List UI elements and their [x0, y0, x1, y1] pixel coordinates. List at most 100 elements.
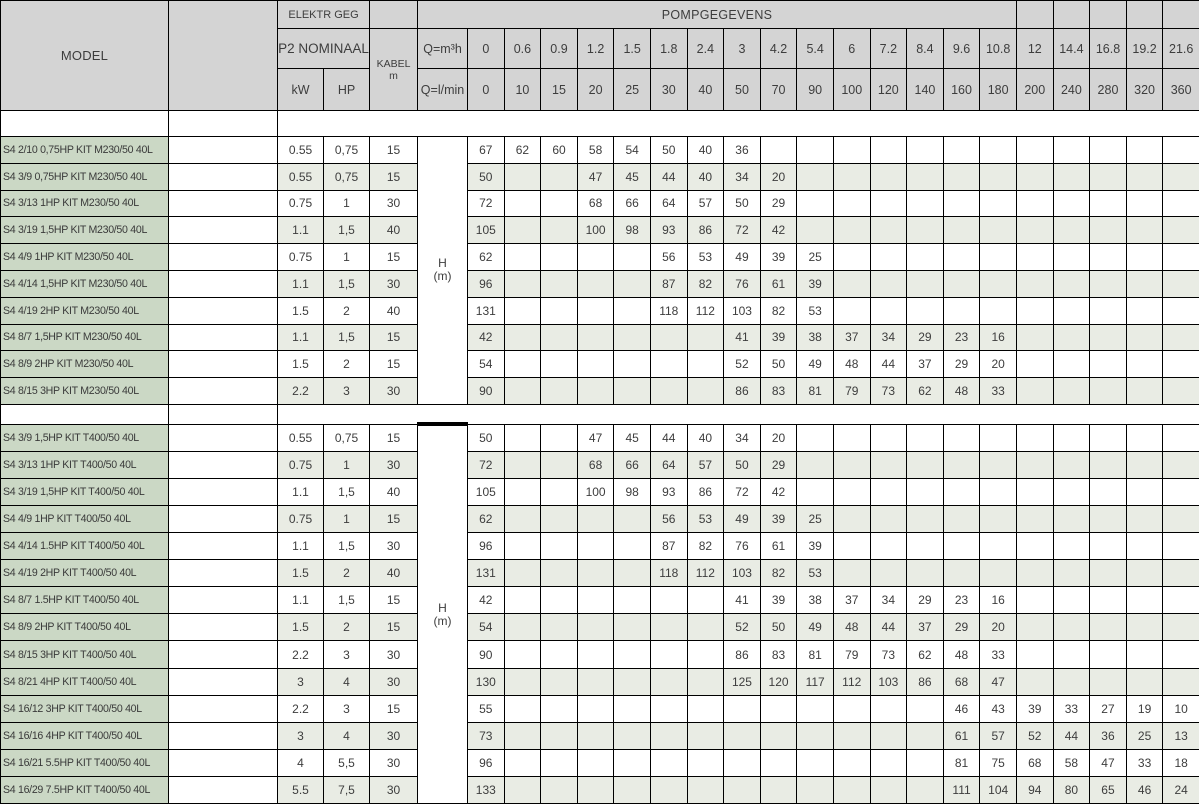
q-value-cell	[577, 641, 614, 668]
model-cell: S4 4/14 1,5HP KIT M230/50 40L	[1, 270, 169, 297]
q-value-cell: 81	[797, 641, 834, 668]
q-value-cell	[1053, 424, 1090, 451]
q-value-cell	[541, 378, 578, 405]
q-value-cell: 68	[577, 452, 614, 479]
q-value-cell	[504, 297, 541, 324]
q-value-cell	[833, 297, 870, 324]
q-value-cell: 39	[1017, 695, 1054, 722]
q-value-cell: 29	[943, 351, 980, 378]
q-value-cell	[870, 749, 907, 776]
kabel-cell: 15	[370, 351, 418, 378]
q-value-cell: 29	[760, 452, 797, 479]
q-value-cell	[541, 533, 578, 560]
q-value-cell	[870, 217, 907, 244]
hp-cell: 4	[324, 722, 370, 749]
q-value-cell	[1163, 668, 1199, 695]
q-value-cell: 52	[724, 614, 761, 641]
q-value-cell	[1053, 506, 1090, 533]
q-value-cell: 86	[724, 378, 761, 405]
separator-row	[1, 111, 1199, 137]
q-value-cell: 83	[760, 641, 797, 668]
q-value-cell	[650, 378, 687, 405]
q-value-cell: 18	[1163, 749, 1199, 776]
q-value-cell	[687, 668, 724, 695]
q-value-cell	[1163, 351, 1199, 378]
q-value-cell: 86	[687, 479, 724, 506]
q-value-cell	[1017, 506, 1054, 533]
q-value-cell: 131	[468, 560, 505, 587]
kabel-cell: 30	[370, 378, 418, 405]
empty-cell	[169, 351, 278, 378]
q-value-cell	[760, 137, 797, 164]
q-value-cell	[541, 695, 578, 722]
q-value-cell	[1053, 137, 1090, 164]
q-value-cell	[833, 244, 870, 271]
q-value-cell	[650, 722, 687, 749]
separator-cell	[278, 404, 1199, 424]
q-value-cell: 33	[980, 378, 1017, 405]
q-value-cell	[943, 297, 980, 324]
kabel-cell: 30	[370, 722, 418, 749]
q-value-cell	[504, 722, 541, 749]
q-value-cell	[1017, 163, 1054, 190]
kw-cell: 0.55	[278, 137, 324, 164]
q-value-cell	[1017, 533, 1054, 560]
q-value-cell	[1090, 424, 1127, 451]
q-value-cell: 112	[687, 560, 724, 587]
q-value-cell: 133	[468, 776, 505, 803]
q-value-cell: 49	[797, 614, 834, 641]
kw-cell: 3	[278, 722, 324, 749]
q-value-cell	[797, 424, 834, 451]
q-value-cell	[797, 776, 834, 803]
empty-header-cell	[1017, 1, 1054, 29]
q-value-cell	[833, 163, 870, 190]
q-value-cell	[797, 217, 834, 244]
hp-cell: 0,75	[324, 163, 370, 190]
q-value-cell: 50	[760, 614, 797, 641]
q-value-cell	[541, 244, 578, 271]
q-value-cell	[1053, 668, 1090, 695]
q-value-cell	[614, 270, 651, 297]
q-value-cell	[1126, 641, 1163, 668]
q-value-cell: 41	[724, 324, 761, 351]
q-lmin-value: 15	[541, 69, 578, 111]
q-value-cell	[541, 587, 578, 614]
q-value-cell	[687, 378, 724, 405]
q-value-cell: 50	[468, 424, 505, 451]
q-value-cell	[907, 190, 944, 217]
q-value-cell: 50	[468, 163, 505, 190]
q-value-cell	[1090, 217, 1127, 244]
q-value-cell	[504, 324, 541, 351]
q-value-cell: 81	[797, 378, 834, 405]
q-value-cell	[577, 270, 614, 297]
q-value-cell	[614, 351, 651, 378]
q-m3h-value: 8.4	[907, 29, 944, 69]
q-value-cell: 52	[724, 351, 761, 378]
q-value-cell	[1017, 560, 1054, 587]
q-value-cell	[614, 614, 651, 641]
q-value-cell: 34	[724, 163, 761, 190]
q-value-cell: 62	[504, 137, 541, 164]
q-value-cell: 39	[760, 506, 797, 533]
q-value-cell	[797, 749, 834, 776]
q-lmin-value: 140	[907, 69, 944, 111]
q-value-cell: 118	[650, 560, 687, 587]
hp-cell: 2	[324, 351, 370, 378]
q-value-cell: 79	[833, 641, 870, 668]
q-value-cell: 16	[980, 324, 1017, 351]
q-value-cell: 38	[797, 324, 834, 351]
q-value-cell	[1090, 270, 1127, 297]
q-value-cell: 90	[468, 378, 505, 405]
kw-cell: 1.1	[278, 324, 324, 351]
q-value-cell: 86	[907, 668, 944, 695]
h-label: H	[418, 602, 467, 615]
q-value-cell	[1126, 244, 1163, 271]
q-value-cell	[943, 452, 980, 479]
q-value-cell	[1017, 244, 1054, 271]
q-value-cell	[614, 668, 651, 695]
